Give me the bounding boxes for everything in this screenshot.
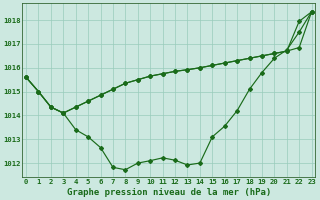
X-axis label: Graphe pression niveau de la mer (hPa): Graphe pression niveau de la mer (hPa) bbox=[67, 188, 271, 197]
